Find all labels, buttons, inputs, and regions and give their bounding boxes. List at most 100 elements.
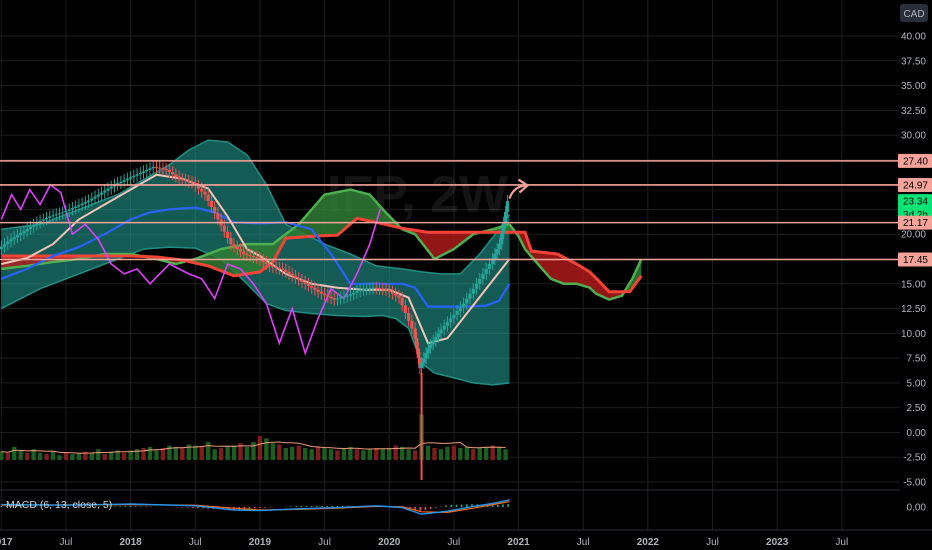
candle-body (429, 344, 433, 349)
candle-body (93, 196, 97, 199)
volume-bar (412, 450, 418, 460)
candle-body (213, 206, 217, 214)
volume-bar (83, 451, 88, 460)
volume-bar (134, 449, 140, 460)
volume-bar (141, 448, 146, 460)
volume-bar (180, 448, 185, 460)
candle-body (371, 287, 375, 289)
macd-histogram-bar (0, 506, 3, 507)
macd-histogram-bar (336, 506, 339, 507)
price-axis-tick: 10.00 (901, 329, 926, 340)
candle-body (35, 222, 39, 225)
candle-body (484, 268, 488, 274)
candle-body (245, 254, 249, 256)
macd-histogram-bar (326, 506, 328, 507)
macd-axis-tick: 0.00 (907, 503, 927, 514)
volume-bar (309, 449, 314, 460)
volume-bar (361, 450, 366, 460)
price-tag-label: 27.40 (903, 156, 928, 167)
candle-body (293, 275, 298, 278)
candle-body (424, 353, 428, 359)
price-axis-tick: 35.00 (901, 81, 926, 92)
candle-body (313, 287, 317, 290)
candle-body (51, 215, 55, 217)
price-tag-label: 23.34 (903, 197, 928, 208)
candle-body (164, 169, 168, 171)
price-axis-tick: 5.00 (907, 378, 927, 389)
candle-body (216, 213, 220, 220)
price-axis-tick: 2.50 (907, 403, 927, 414)
candle-body (177, 176, 181, 179)
candle-body (203, 191, 207, 195)
currency-badge[interactable]: CAD (900, 4, 928, 22)
macd-histogram-bar (300, 506, 303, 507)
candle-body (271, 265, 275, 267)
volume-bar (464, 446, 470, 460)
price-axis-tick: 32.50 (901, 106, 926, 117)
candle-body (326, 295, 330, 297)
candle-body (422, 358, 426, 364)
volume-bar (335, 450, 340, 460)
candle-body (238, 249, 243, 252)
candle-body (248, 255, 252, 257)
candle-body (206, 194, 210, 201)
time-axis-tick: Jul (318, 537, 331, 548)
volume-bar (354, 449, 360, 460)
price-tag-label: 17.45 (903, 255, 928, 266)
candle-body (361, 289, 365, 291)
candle-body (122, 180, 126, 182)
volume-bar (0, 451, 4, 460)
price-tag-bg (898, 215, 932, 230)
candle-body (171, 172, 175, 175)
volume-bar (277, 444, 282, 460)
time-axis-tick: Jul (447, 537, 460, 548)
candle-body (487, 263, 492, 269)
candle-body (32, 224, 36, 227)
macd-histogram-bar (491, 505, 494, 507)
time-axis[interactable]: 2017 Jul 2018 Jul 2019 Jul 2020 Jul 2021 Jul 2022 J… (0, 529, 932, 548)
candle-body (434, 337, 438, 341)
volume-bar (432, 448, 437, 460)
volume-bar (199, 446, 204, 460)
candle-body (474, 283, 479, 289)
candle-body (280, 268, 285, 270)
cloud-segment-bearish (399, 226, 479, 259)
candle-body (387, 289, 391, 292)
volume-bar (367, 449, 373, 460)
volume-bar (283, 448, 288, 460)
price-axis-tick: 7.50 (907, 354, 927, 365)
candle-body (352, 292, 356, 295)
candle-body (332, 298, 336, 300)
candle-body (222, 225, 226, 232)
volume-bar (451, 445, 457, 460)
macd-histogram-bar (129, 506, 132, 507)
time-axis-tick: 2020 (378, 537, 401, 548)
horizontal-levels-layer[interactable] (0, 160, 900, 261)
time-axis-tick: 2021 (507, 537, 530, 548)
price-axis-tick: 12.50 (901, 304, 926, 315)
macd-histogram-bar (197, 507, 199, 509)
macd-histogram-bar (316, 506, 318, 507)
candle-body (495, 249, 499, 255)
macd-histogram-bar (186, 507, 189, 508)
time-axis-tick: Jul (189, 537, 202, 548)
price-axis-tick: 20.00 (901, 230, 926, 241)
candle-body (255, 257, 259, 259)
candle-body (200, 188, 204, 192)
candle-body (394, 293, 398, 296)
volume-bar (399, 446, 405, 460)
candle-body (465, 298, 469, 304)
candle-body (54, 214, 58, 216)
candle-body (410, 320, 414, 329)
time-axis-tick: Jul (577, 537, 590, 548)
volume-bar (121, 452, 127, 460)
volume-bar (425, 445, 431, 460)
candle-body (180, 178, 184, 180)
volume-bar (406, 449, 411, 460)
volume-bar (484, 446, 489, 460)
candle-body (407, 313, 411, 321)
candle-body (129, 177, 133, 179)
volume-bar (225, 446, 230, 460)
